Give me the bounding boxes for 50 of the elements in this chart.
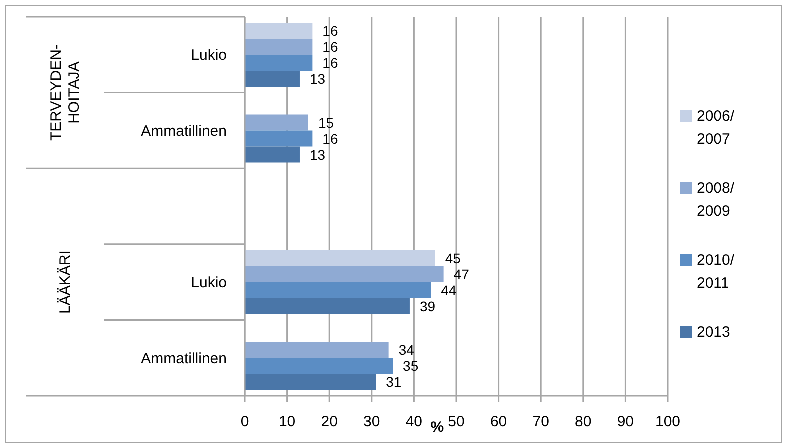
x-tick-label: 90 bbox=[617, 414, 634, 431]
x-tick-label: 20 bbox=[321, 414, 338, 431]
data-label: 31 bbox=[386, 374, 402, 390]
bar bbox=[245, 55, 313, 71]
bar bbox=[245, 374, 376, 390]
text: TERVEYDEN-HOITAJA bbox=[48, 44, 83, 142]
x-tick-label: 50 bbox=[448, 414, 465, 431]
bar bbox=[245, 39, 313, 55]
data-label: 16 bbox=[322, 54, 338, 71]
data-label: 47 bbox=[454, 266, 470, 282]
data-label: 45 bbox=[445, 250, 462, 266]
bar bbox=[245, 298, 410, 314]
data-label: 34 bbox=[398, 342, 415, 358]
bar bbox=[245, 342, 389, 358]
data-label: 16 bbox=[322, 130, 338, 147]
x-tick-label: 40 bbox=[406, 414, 423, 431]
bar bbox=[245, 266, 444, 282]
legend-label: 2010/2011 bbox=[697, 250, 735, 294]
x-tick-label: 70 bbox=[532, 414, 550, 431]
y-tick-label: Ammatillinen bbox=[141, 350, 227, 368]
legend-label: 2006/2007 bbox=[697, 106, 735, 150]
bar bbox=[245, 114, 308, 131]
data-label: 16 bbox=[322, 22, 338, 39]
y-tick-label: Lukio bbox=[191, 47, 227, 64]
y-tick-label: Lukio bbox=[191, 274, 227, 292]
data-label: 16 bbox=[322, 38, 338, 55]
x-tick-label: 10 bbox=[278, 414, 296, 431]
bar bbox=[245, 282, 432, 298]
bar bbox=[245, 250, 436, 266]
bar bbox=[245, 23, 313, 39]
legend-label: 2013 bbox=[697, 322, 730, 342]
data-label: 39 bbox=[420, 298, 436, 314]
data-label: 44 bbox=[441, 282, 457, 298]
bar bbox=[245, 358, 394, 374]
x-tick-label: 0 bbox=[240, 414, 250, 431]
data-label: 35 bbox=[403, 358, 419, 374]
x-tick-label: 30 bbox=[364, 414, 380, 431]
x-axis-title: % bbox=[430, 419, 444, 436]
bar bbox=[245, 130, 313, 147]
legend-label: 2008/2009 bbox=[697, 178, 735, 222]
x-tick-label: 80 bbox=[575, 414, 592, 431]
data-label: 15 bbox=[318, 114, 334, 131]
bar bbox=[245, 146, 300, 163]
x-tick-label: 100 bbox=[655, 414, 681, 431]
data-label: 13 bbox=[310, 146, 326, 163]
bar bbox=[245, 71, 300, 87]
data-label: 13 bbox=[310, 70, 326, 87]
y-tick-label: Ammatillinen bbox=[141, 123, 227, 140]
text: LÄÄKÄRI bbox=[57, 250, 74, 314]
x-tick-label: 60 bbox=[490, 414, 508, 431]
